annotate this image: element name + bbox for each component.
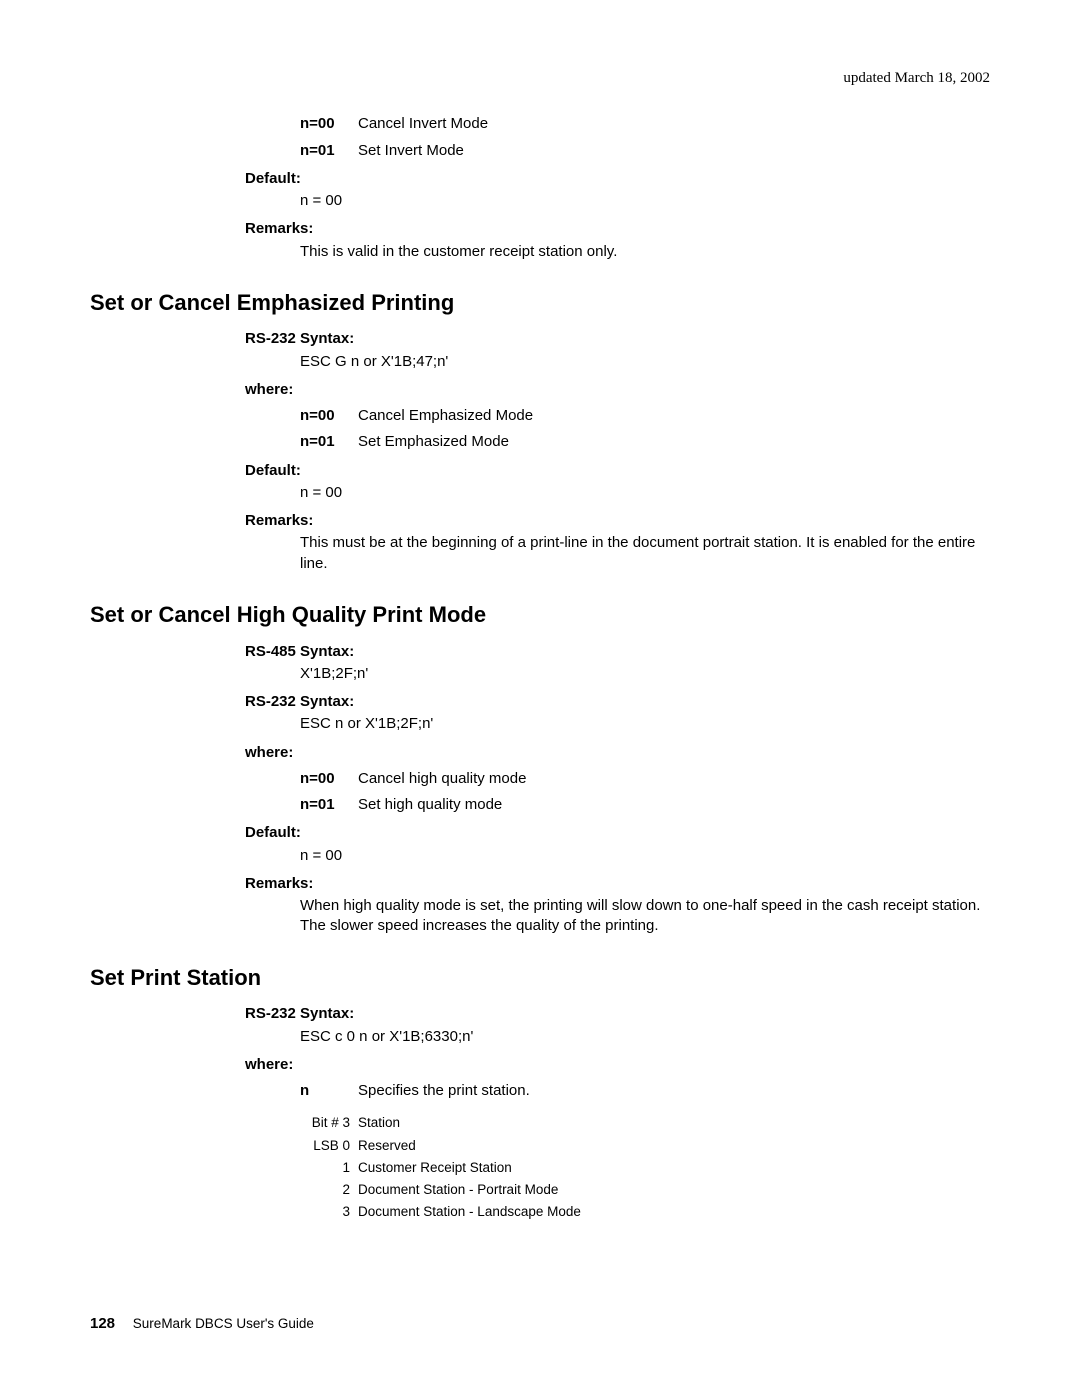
book-title: SureMark DBCS User's Guide [133, 1316, 314, 1331]
heading-high-quality: Set or Cancel High Quality Print Mode [90, 600, 990, 630]
default-label: Default: [245, 169, 990, 189]
bits-table: Bit # 3 Station LSB 0 Reserved 1 Custome… [300, 1111, 589, 1224]
option-key: n=01 [300, 141, 358, 161]
option-value: Cancel Emphasized Mode [358, 406, 533, 426]
table-row: 3 Document Station - Landscape Mode [302, 1202, 587, 1222]
rs232-label: RS-232 Syntax: [245, 329, 990, 349]
option-value: Specifies the print station. [358, 1081, 530, 1101]
section-high-quality: RS-485 Syntax: X'1B;2F;n' RS-232 Syntax:… [245, 642, 990, 937]
default-value: n = 00 [300, 846, 990, 866]
remarks-value: When high quality mode is set, the print… [300, 896, 990, 937]
page-number: 128 [90, 1315, 115, 1332]
rs232-label: RS-232 Syntax: [245, 692, 990, 712]
remarks-label: Remarks: [245, 511, 990, 531]
remarks-value: This must be at the beginning of a print… [300, 533, 990, 574]
rs232-value: ESC n or X'1B;2F;n' [300, 714, 990, 734]
bit-desc: Document Station - Landscape Mode [358, 1202, 587, 1222]
heading-emphasized-printing: Set or Cancel Emphasized Printing [90, 288, 990, 318]
rs232-value: ESC G n or X'1B;47;n' [300, 352, 990, 372]
default-label: Default: [245, 461, 990, 481]
bit-number: 2 [302, 1180, 356, 1200]
option-value: Cancel high quality mode [358, 769, 526, 789]
bit-desc: Document Station - Portrait Mode [358, 1180, 587, 1200]
option-row: n=01 Set Emphasized Mode [300, 432, 990, 452]
option-value: Set high quality mode [358, 795, 502, 815]
section-print-station: RS-232 Syntax: ESC c 0 n or X'1B;6330;n'… [245, 1004, 990, 1224]
remarks-label: Remarks: [245, 219, 990, 239]
bit-number: LSB 0 [302, 1136, 356, 1156]
option-row: n=00 Cancel Invert Mode [300, 114, 990, 134]
default-value: n = 00 [300, 483, 990, 503]
page-footer: 128 SureMark DBCS User's Guide [90, 1314, 990, 1334]
default-label: Default: [245, 823, 990, 843]
option-row: n=00 Cancel high quality mode [300, 769, 990, 789]
option-key: n=00 [300, 114, 358, 134]
option-key: n=01 [300, 795, 358, 815]
bit-number: 3 [302, 1202, 356, 1222]
option-row: n=01 Set high quality mode [300, 795, 990, 815]
section-emphasized: RS-232 Syntax: ESC G n or X'1B;47;n' whe… [245, 329, 990, 574]
bits-header-col1: Bit # 3 [302, 1113, 356, 1133]
where-label: where: [245, 743, 990, 763]
bit-number: 1 [302, 1158, 356, 1178]
bit-desc: Customer Receipt Station [358, 1158, 587, 1178]
heading-set-print-station: Set Print Station [90, 963, 990, 993]
option-value: Set Emphasized Mode [358, 432, 509, 452]
remarks-label: Remarks: [245, 874, 990, 894]
rs485-label: RS-485 Syntax: [245, 642, 990, 662]
option-row: n=00 Cancel Emphasized Mode [300, 406, 990, 426]
where-label: where: [245, 1055, 990, 1075]
bits-header-col2: Station [358, 1113, 587, 1133]
option-key: n=00 [300, 769, 358, 789]
rs232-value: ESC c 0 n or X'1B;6330;n' [300, 1027, 990, 1047]
option-key: n [300, 1081, 358, 1101]
where-label: where: [245, 380, 990, 400]
option-value: Cancel Invert Mode [358, 114, 488, 134]
default-value: n = 00 [300, 191, 990, 211]
table-row: 2 Document Station - Portrait Mode [302, 1180, 587, 1200]
table-row: LSB 0 Reserved [302, 1136, 587, 1156]
option-row: n=01 Set Invert Mode [300, 141, 990, 161]
table-row: Bit # 3 Station [302, 1113, 587, 1133]
section-invert-mode: n=00 Cancel Invert Mode n=01 Set Invert … [245, 114, 990, 262]
bit-desc: Reserved [358, 1136, 587, 1156]
option-row: n Specifies the print station. [300, 1081, 990, 1101]
table-row: 1 Customer Receipt Station [302, 1158, 587, 1178]
option-value: Set Invert Mode [358, 141, 464, 161]
option-key: n=00 [300, 406, 358, 426]
remarks-value: This is valid in the customer receipt st… [300, 242, 990, 262]
header-date: updated March 18, 2002 [90, 68, 990, 88]
rs232-label: RS-232 Syntax: [245, 1004, 990, 1024]
option-key: n=01 [300, 432, 358, 452]
rs485-value: X'1B;2F;n' [300, 664, 990, 684]
